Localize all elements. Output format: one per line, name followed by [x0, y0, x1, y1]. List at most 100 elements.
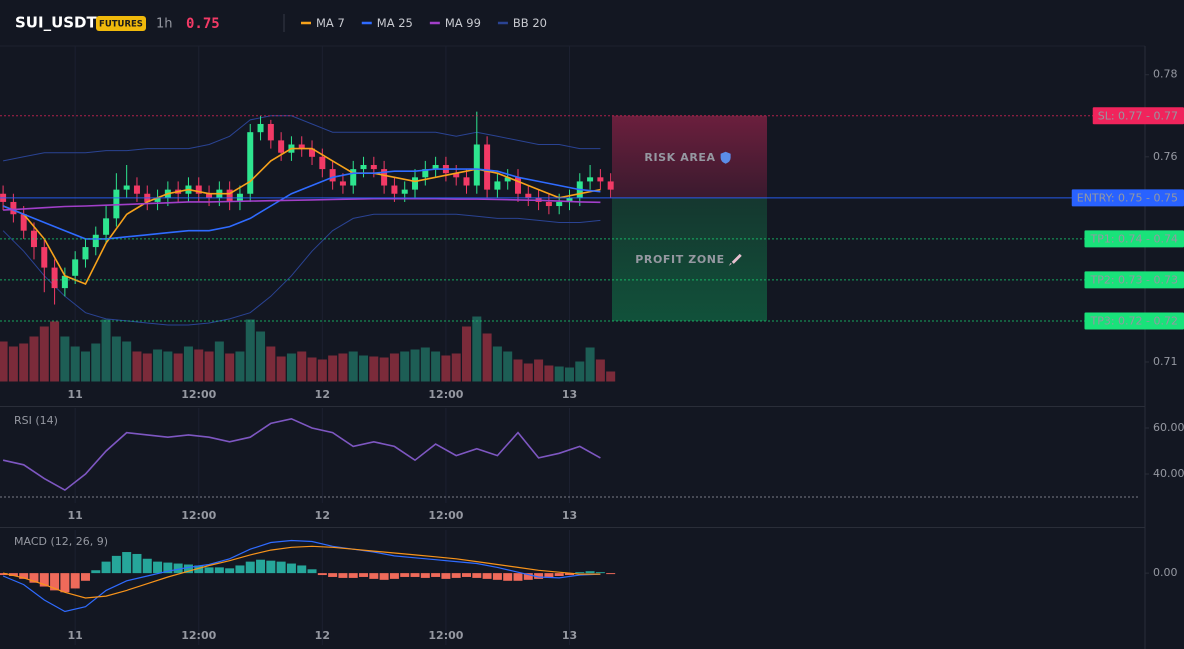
x-tick-label: 12: [315, 629, 330, 642]
histogram-bar: [575, 572, 585, 574]
y-tick-label: 0.76: [1153, 150, 1178, 163]
pane-title: MACD (12, 26, 9): [14, 535, 108, 548]
histogram-bar: [534, 573, 544, 579]
volume-bar: [276, 356, 286, 382]
level-tag-bg: [1084, 312, 1184, 330]
histogram-bar: [554, 573, 564, 576]
macd-line: [2, 545, 601, 599]
volume-bar: [513, 359, 523, 382]
volume-bar: [70, 346, 80, 382]
volume-bar: [204, 351, 214, 382]
candle-body: [247, 132, 254, 194]
histogram-bar: [153, 561, 163, 574]
volume-bar: [19, 343, 29, 382]
last-price: 0.75: [186, 16, 220, 32]
histogram-bar: [245, 561, 255, 574]
volume-bar: [8, 346, 18, 382]
volume-bar: [101, 319, 111, 382]
histogram-bar: [369, 573, 379, 579]
x-tick-label: 13: [562, 388, 577, 401]
volume-bar: [122, 341, 132, 382]
level-tag-bg: [1084, 230, 1184, 248]
y-tick-label: 40.00: [1153, 467, 1184, 480]
band-line: [2, 213, 601, 326]
candle-body: [545, 201, 552, 207]
histogram-bar: [431, 573, 441, 577]
histogram-bar: [410, 573, 420, 577]
histogram-bar: [379, 573, 389, 580]
candle-body: [339, 181, 346, 186]
badge-bg: [96, 16, 146, 31]
candle-body: [484, 144, 491, 190]
level-tag: ENTRY: 0.75 - 0.75: [1077, 191, 1178, 204]
y-tick-label: 0.78: [1153, 68, 1178, 81]
volume-bar: [235, 351, 245, 382]
level-tag: TP3: 0.72 - 0.72: [1089, 314, 1178, 327]
pane-title: RSI (14): [14, 414, 58, 427]
x-tick-label: 13: [562, 629, 577, 642]
candle-body: [206, 193, 213, 198]
histogram-bar: [256, 559, 266, 574]
zone-label: PROFIT ZONE: [635, 253, 724, 266]
candle-body: [401, 189, 408, 194]
volume-bar: [317, 359, 327, 382]
candle-body: [566, 197, 573, 202]
histogram-bar: [585, 571, 595, 574]
histogram-bar: [389, 573, 399, 579]
candle-body: [113, 189, 120, 219]
volume-bar: [410, 349, 420, 382]
candle-body: [432, 165, 439, 170]
volume-bar: [492, 346, 502, 382]
histogram-bar: [101, 561, 111, 574]
volume-bar: [183, 346, 193, 382]
volume-bar: [173, 353, 183, 382]
histogram-bar: [492, 573, 502, 580]
volume-bar: [91, 343, 101, 382]
candle-body: [556, 201, 563, 207]
volume-bar: [80, 351, 90, 382]
volume-bar: [194, 349, 204, 382]
candle-body: [329, 169, 336, 182]
volume-bar: [544, 365, 554, 382]
histogram-bar: [297, 565, 307, 574]
volume-bar: [338, 353, 348, 382]
histogram-bar: [39, 573, 49, 587]
volume-bar: [29, 336, 39, 382]
histogram-bar: [204, 567, 214, 574]
volume-bar: [225, 353, 235, 382]
histogram-bar: [70, 573, 80, 589]
histogram-bar: [564, 573, 574, 576]
rocket-icon: [728, 253, 742, 266]
histogram-bar: [276, 561, 286, 574]
volume-bar: [482, 333, 492, 382]
level-tag: TP1: 0.74 - 0.74: [1089, 232, 1178, 245]
volume-bar: [297, 351, 307, 382]
histogram-bar: [462, 573, 472, 577]
candle-body: [133, 185, 140, 194]
zone: [612, 115, 767, 198]
volume-bar: [606, 371, 616, 382]
histogram-bar: [523, 573, 533, 580]
volume-bar: [359, 355, 369, 382]
y-tick-label: 0.71: [1153, 355, 1178, 368]
candle-body: [92, 234, 99, 248]
histogram-bar: [328, 573, 338, 577]
candle-body: [422, 169, 429, 178]
zone-label: RISK AREA: [644, 151, 715, 164]
histogram-bar: [266, 560, 276, 574]
histogram-bar: [111, 555, 121, 574]
candle-body: [453, 173, 460, 178]
volume-bar: [286, 353, 296, 382]
volume-bar: [451, 353, 461, 382]
candle-body: [494, 181, 501, 190]
volume-bar: [585, 347, 595, 382]
volume-bar: [0, 341, 8, 382]
histogram-bar: [317, 573, 327, 576]
candle-body: [278, 140, 285, 153]
volume-bar: [132, 351, 142, 382]
rsi-line: [2, 417, 601, 492]
volume-bar: [595, 359, 605, 382]
candle-body: [309, 148, 316, 157]
histogram-bar: [214, 567, 224, 574]
histogram-bar: [19, 573, 29, 579]
